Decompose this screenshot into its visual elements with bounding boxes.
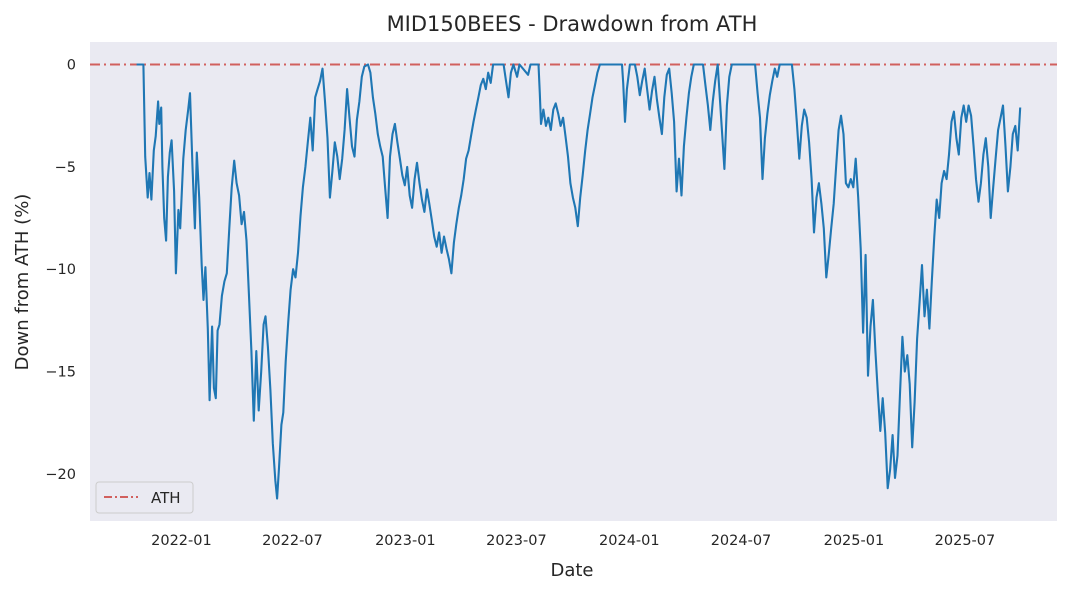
plot-area	[90, 42, 1057, 521]
y-axis-label: Down from ATH (%)	[12, 194, 33, 371]
y-tick-label: 0	[67, 58, 76, 74]
y-tick-label: −5	[55, 160, 76, 176]
chart-title: MID150BEES - Drawdown from ATH	[387, 12, 758, 36]
x-tick-label: 2023-01	[375, 533, 436, 549]
legend-box	[95, 481, 194, 514]
x-axis-label: Date	[550, 560, 593, 581]
y-axis-ticks: 0 −5 −10 −15 −20	[45, 58, 76, 483]
x-axis-ticks: 2022-01 2022-07 2023-01 2023-07 2024-01 2024-…	[151, 533, 995, 549]
x-tick-label: 2023-07	[486, 533, 547, 549]
y-tick-label: −20	[45, 467, 76, 483]
legend-ath-label: ATH	[151, 489, 181, 507]
x-tick-label: 2025-07	[935, 533, 996, 549]
y-tick-label: −10	[45, 262, 76, 278]
legend: ATH	[95, 481, 194, 514]
y-tick-label: −15	[45, 365, 76, 381]
x-tick-label: 2022-01	[151, 533, 212, 549]
x-tick-label: 2025-01	[824, 533, 885, 549]
drawdown-series-line	[136, 63, 1022, 500]
x-tick-label: 2022-07	[262, 533, 323, 549]
x-tick-label: 2024-01	[599, 533, 660, 549]
x-tick-label: 2024-07	[711, 533, 772, 549]
